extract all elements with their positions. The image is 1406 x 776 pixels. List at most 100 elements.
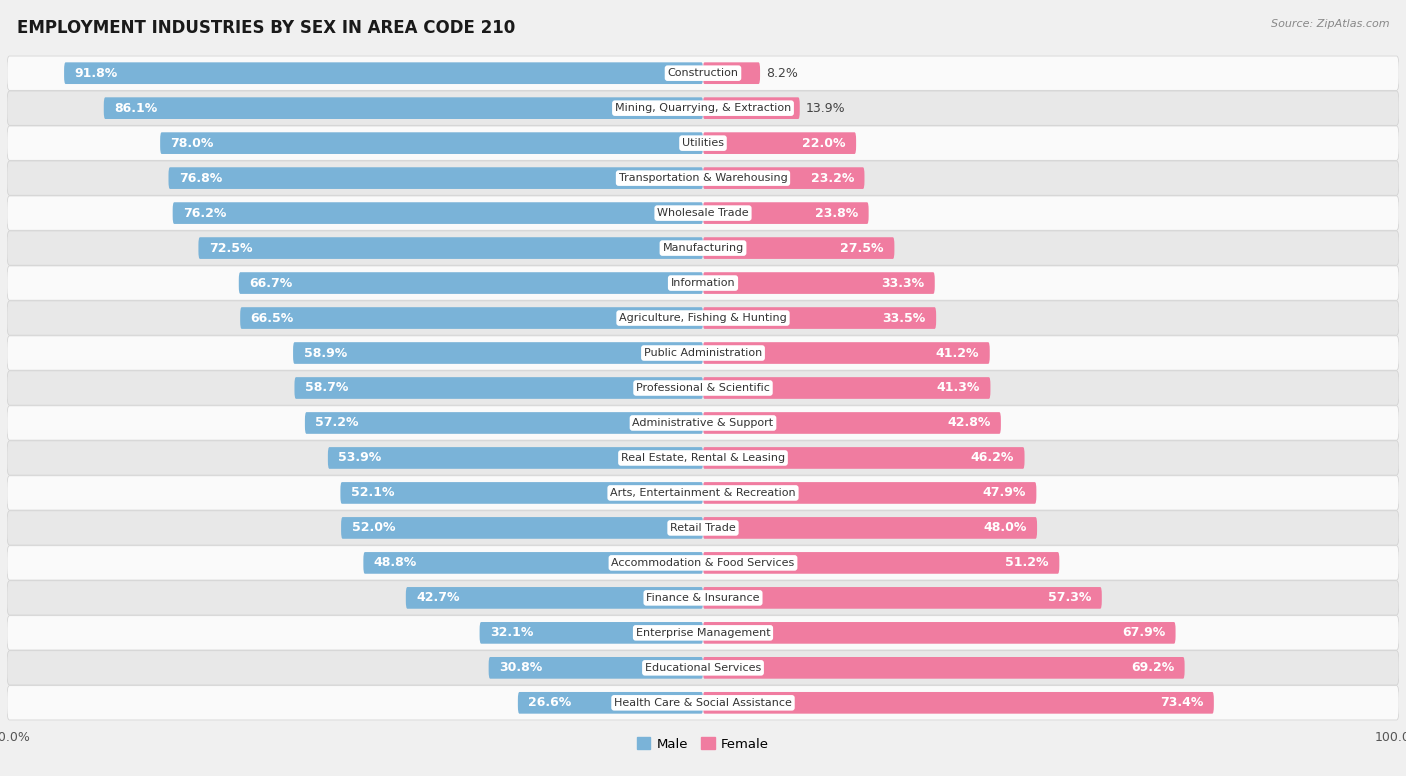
FancyBboxPatch shape [703,482,1036,504]
FancyBboxPatch shape [7,196,1399,230]
Text: Utilities: Utilities [682,138,724,148]
Text: 48.8%: 48.8% [374,556,418,570]
FancyBboxPatch shape [703,552,1059,573]
FancyBboxPatch shape [7,336,1399,370]
FancyBboxPatch shape [7,371,1399,405]
Text: 22.0%: 22.0% [803,137,845,150]
FancyBboxPatch shape [7,441,1399,475]
Text: Information: Information [671,278,735,288]
FancyBboxPatch shape [169,168,703,189]
Text: 30.8%: 30.8% [499,661,543,674]
Text: Source: ZipAtlas.com: Source: ZipAtlas.com [1271,19,1389,29]
FancyBboxPatch shape [65,62,703,84]
Text: 27.5%: 27.5% [841,241,884,255]
Text: Transportation & Warehousing: Transportation & Warehousing [619,173,787,183]
Text: 33.5%: 33.5% [883,311,925,324]
Text: 58.7%: 58.7% [305,382,349,394]
Text: 91.8%: 91.8% [75,67,118,80]
FancyBboxPatch shape [703,168,865,189]
FancyBboxPatch shape [703,307,936,329]
FancyBboxPatch shape [703,377,990,399]
Text: Enterprise Management: Enterprise Management [636,628,770,638]
FancyBboxPatch shape [703,62,761,84]
FancyBboxPatch shape [7,476,1399,510]
FancyBboxPatch shape [7,511,1399,545]
Text: EMPLOYMENT INDUSTRIES BY SEX IN AREA CODE 210: EMPLOYMENT INDUSTRIES BY SEX IN AREA COD… [17,19,515,37]
Text: Retail Trade: Retail Trade [671,523,735,533]
Text: Real Estate, Rental & Leasing: Real Estate, Rental & Leasing [621,453,785,463]
Text: 42.7%: 42.7% [416,591,460,605]
Text: Mining, Quarrying, & Extraction: Mining, Quarrying, & Extraction [614,103,792,113]
FancyBboxPatch shape [7,56,1399,90]
Text: 26.6%: 26.6% [529,696,572,709]
Text: Manufacturing: Manufacturing [662,243,744,253]
Text: 52.1%: 52.1% [352,487,394,500]
FancyBboxPatch shape [703,447,1025,469]
FancyBboxPatch shape [7,266,1399,300]
FancyBboxPatch shape [7,651,1399,685]
FancyBboxPatch shape [703,692,1213,714]
Text: 8.2%: 8.2% [766,67,797,80]
FancyBboxPatch shape [104,97,703,119]
FancyBboxPatch shape [198,237,703,259]
FancyBboxPatch shape [406,587,703,608]
Text: 66.5%: 66.5% [250,311,294,324]
FancyBboxPatch shape [160,132,703,154]
Text: 23.8%: 23.8% [815,206,858,220]
FancyBboxPatch shape [703,622,1175,644]
Text: Finance & Insurance: Finance & Insurance [647,593,759,603]
FancyBboxPatch shape [342,517,703,539]
Text: 57.2%: 57.2% [315,417,359,429]
FancyBboxPatch shape [703,412,1001,434]
Text: Accommodation & Food Services: Accommodation & Food Services [612,558,794,568]
Text: 76.8%: 76.8% [179,171,222,185]
Text: Agriculture, Fishing & Hunting: Agriculture, Fishing & Hunting [619,313,787,323]
Text: Public Administration: Public Administration [644,348,762,358]
Text: 42.8%: 42.8% [948,417,990,429]
Text: Construction: Construction [668,68,738,78]
FancyBboxPatch shape [703,587,1102,608]
FancyBboxPatch shape [703,237,894,259]
Text: 58.9%: 58.9% [304,347,347,359]
FancyBboxPatch shape [7,91,1399,125]
Text: 33.3%: 33.3% [882,276,924,289]
FancyBboxPatch shape [489,657,703,679]
FancyBboxPatch shape [517,692,703,714]
Text: 53.9%: 53.9% [339,452,381,465]
Text: 48.0%: 48.0% [983,521,1026,535]
Text: 66.7%: 66.7% [249,276,292,289]
FancyBboxPatch shape [703,132,856,154]
Text: 47.9%: 47.9% [983,487,1026,500]
Text: 13.9%: 13.9% [806,102,845,115]
FancyBboxPatch shape [7,546,1399,580]
FancyBboxPatch shape [7,301,1399,335]
FancyBboxPatch shape [7,580,1399,615]
Text: 69.2%: 69.2% [1130,661,1174,674]
Text: 23.2%: 23.2% [811,171,853,185]
FancyBboxPatch shape [703,272,935,294]
Text: 32.1%: 32.1% [491,626,533,639]
Text: Wholesale Trade: Wholesale Trade [657,208,749,218]
FancyBboxPatch shape [294,377,703,399]
Text: Health Care & Social Assistance: Health Care & Social Assistance [614,698,792,708]
FancyBboxPatch shape [703,657,1185,679]
Text: Administrative & Support: Administrative & Support [633,418,773,428]
Text: Arts, Entertainment & Recreation: Arts, Entertainment & Recreation [610,488,796,498]
Text: 73.4%: 73.4% [1160,696,1204,709]
Text: 86.1%: 86.1% [114,102,157,115]
FancyBboxPatch shape [363,552,703,573]
FancyBboxPatch shape [703,203,869,224]
FancyBboxPatch shape [7,126,1399,161]
FancyBboxPatch shape [703,97,800,119]
Text: 46.2%: 46.2% [970,452,1014,465]
Text: 41.3%: 41.3% [936,382,980,394]
FancyBboxPatch shape [328,447,703,469]
FancyBboxPatch shape [240,307,703,329]
FancyBboxPatch shape [7,231,1399,265]
FancyBboxPatch shape [703,342,990,364]
FancyBboxPatch shape [7,161,1399,196]
FancyBboxPatch shape [173,203,703,224]
Text: 51.2%: 51.2% [1005,556,1049,570]
Text: 57.3%: 57.3% [1047,591,1091,605]
FancyBboxPatch shape [7,686,1399,720]
